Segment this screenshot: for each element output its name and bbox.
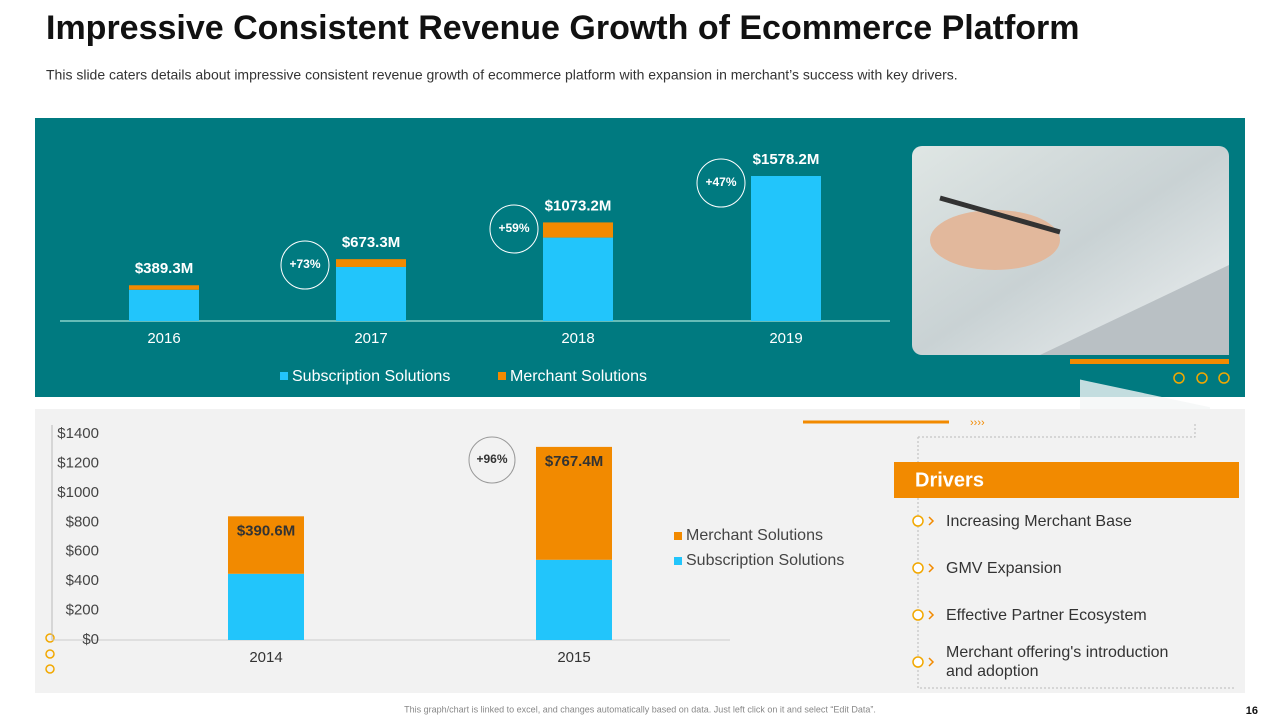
y-tick-label: $0	[82, 631, 99, 648]
bar-segment	[228, 516, 304, 574]
decor-chevrons: ››››	[970, 417, 985, 429]
driver-chevron	[928, 563, 935, 573]
y-tick-label: $200	[66, 602, 99, 619]
y-tick-label: $400	[66, 572, 99, 589]
drivers-title: Drivers	[915, 469, 984, 491]
driver-chevron	[928, 657, 935, 667]
legend-swatch	[280, 372, 288, 380]
bar-segment	[129, 289, 199, 321]
growth-circle	[696, 158, 746, 208]
drivers-header	[894, 462, 1239, 498]
total-label: $1578.2M	[753, 151, 820, 168]
driver-icon	[912, 562, 924, 574]
growth-label: +47%	[705, 175, 736, 189]
bar-segment	[543, 222, 613, 238]
driver-item-box: Merchant offering's introduction and ado…	[946, 644, 1169, 680]
page-number: 16	[1246, 705, 1258, 717]
legend-label: Merchant Solutions	[686, 527, 823, 544]
bar-segment	[129, 285, 199, 290]
driver-item: Effective Partner Ecosystem	[946, 606, 1147, 624]
x-tick-label: 2016	[147, 330, 180, 347]
x-tick-label: 2019	[769, 330, 802, 347]
x-tick-label: 2014	[249, 649, 282, 666]
legend-swatch	[674, 532, 682, 540]
y-tick-label: $1000	[57, 484, 99, 501]
driver-item: Increasing Merchant Base	[946, 512, 1132, 530]
bar-segment	[751, 176, 821, 321]
bar-segment	[336, 266, 406, 321]
growth-circle	[468, 436, 516, 484]
bar-segment	[543, 237, 613, 321]
driver-item-box: Increasing Merchant Base	[946, 512, 1132, 530]
x-tick-label: 2018	[561, 330, 594, 347]
driver-chevron	[928, 610, 935, 620]
x-tick-label: 2015	[557, 649, 590, 666]
growth-circle	[280, 240, 330, 290]
legend-swatch	[498, 372, 506, 380]
bar-segment	[228, 573, 304, 640]
total-label: $1073.2M	[545, 197, 612, 214]
decor-dash	[918, 424, 1196, 438]
y-tick-label: $600	[66, 543, 99, 560]
bar-segment	[536, 446, 612, 560]
decor-dots	[1173, 372, 1230, 384]
driver-item: GMV Expansion	[946, 559, 1062, 577]
legend-label: Merchant Solutions	[510, 368, 647, 385]
y-tick-label: $1400	[57, 425, 99, 442]
decor-dots	[45, 633, 55, 674]
decor-dash	[917, 437, 1234, 689]
value-label: $767.4M	[545, 453, 603, 470]
driver-chevron	[928, 516, 935, 526]
driver-item-box: GMV Expansion	[946, 559, 1062, 577]
slide-subtitle: This slide caters details about impressi…	[46, 67, 958, 83]
x-tick-label: 2017	[354, 330, 387, 347]
growth-label: +73%	[289, 257, 320, 271]
total-label: $389.3M	[135, 260, 193, 277]
total-label: $673.3M	[342, 234, 400, 251]
bar-segment	[536, 559, 612, 640]
driver-icon	[912, 656, 924, 668]
driver-item-box: Effective Partner Ecosystem	[946, 606, 1147, 624]
bar-segment	[336, 259, 406, 267]
growth-circle	[489, 204, 539, 254]
driver-icon	[912, 515, 924, 527]
legend-swatch	[674, 557, 682, 565]
growth-label: +59%	[498, 221, 529, 235]
slide-title: Impressive Consistent Revenue Growth of …	[46, 9, 1080, 47]
driver-item: Merchant offering's introduction and ado…	[946, 644, 1169, 680]
legend-label: Subscription Solutions	[686, 552, 844, 569]
driver-icon	[912, 609, 924, 621]
y-tick-label: $800	[66, 513, 99, 530]
footer-note: This graph/chart is linked to excel, and…	[404, 704, 876, 714]
growth-label: +96%	[476, 452, 507, 466]
legend-label: Subscription Solutions	[292, 368, 450, 385]
y-tick-label: $1200	[57, 454, 99, 471]
accent-bar	[1070, 359, 1229, 364]
value-label: $390.6M	[237, 522, 295, 539]
